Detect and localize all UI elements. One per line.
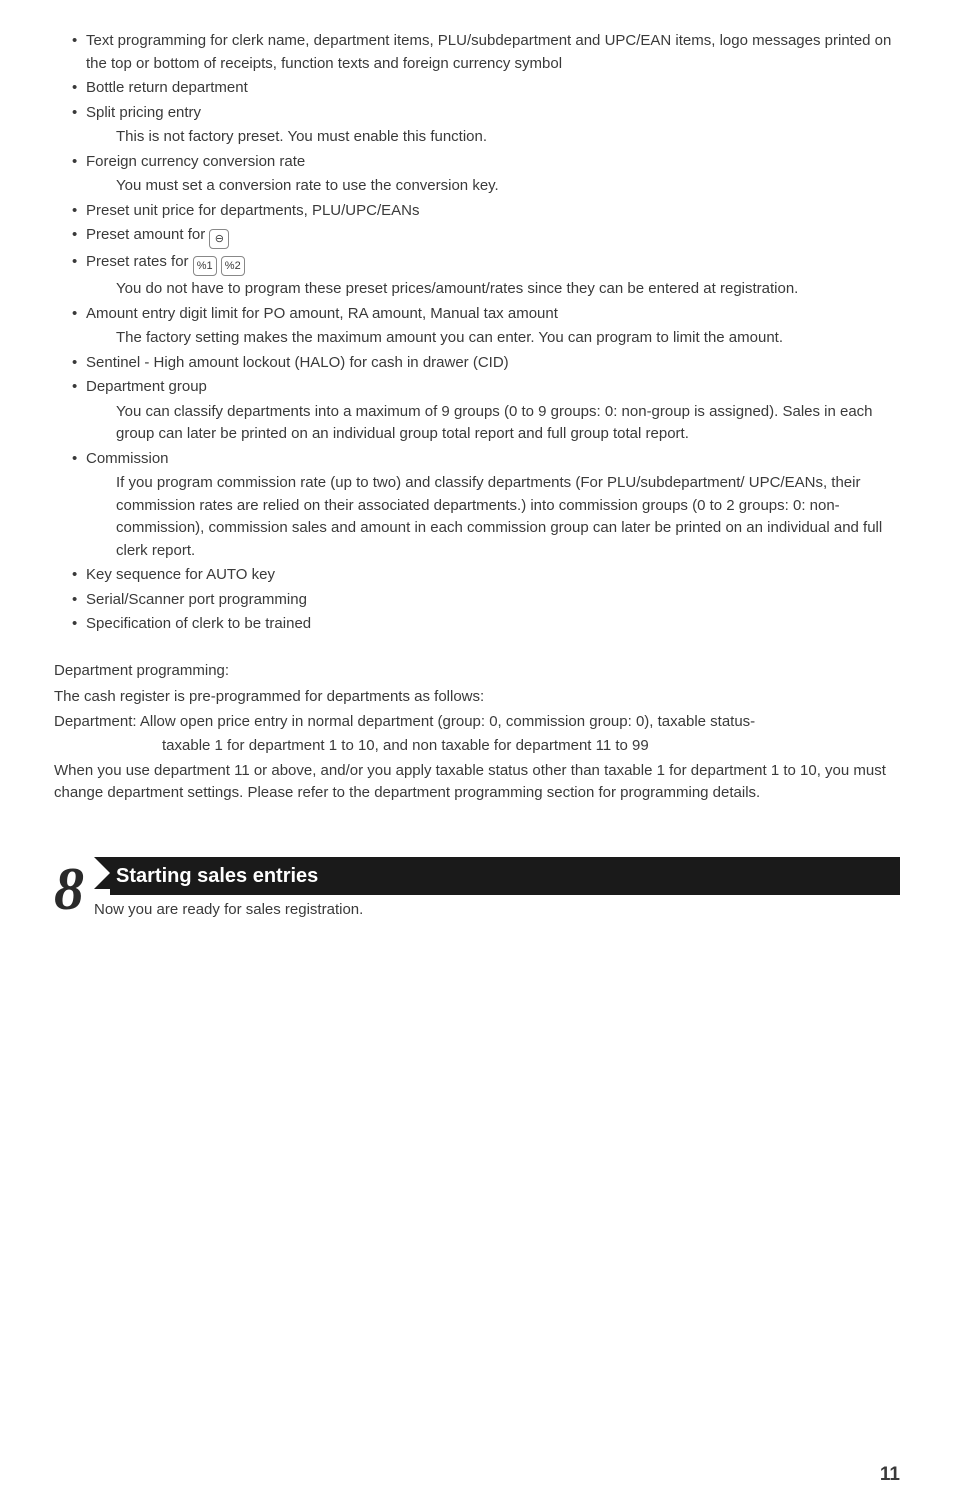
feature-bullet-list: Sentinel - High amount lockout (HALO) fo…	[54, 352, 900, 399]
department-programming-block: Department programming: The cash registe…	[54, 660, 900, 805]
list-item: Sentinel - High amount lockout (HALO) fo…	[72, 352, 900, 375]
list-item: Preset rates for %1 %2	[72, 251, 900, 276]
dept-line: When you use department 11 or above, and…	[54, 760, 900, 805]
bullet-text: Preset rates for	[86, 253, 193, 270]
sub-text: The factory setting makes the maximum am…	[54, 327, 900, 350]
list-item: Serial/Scanner port programming	[72, 589, 900, 612]
bullet-text: Preset unit price for departments, PLU/U…	[86, 202, 419, 219]
sub-text: You can classify departments into a maxi…	[54, 401, 900, 446]
page-number: 11	[54, 1461, 900, 1490]
bullet-text: Specification of clerk to be trained	[86, 615, 311, 632]
list-item: Specification of clerk to be trained	[72, 613, 900, 636]
sub-text: This is not factory preset. You must ena…	[54, 126, 900, 149]
section-8: 8 Starting sales entries Now you are rea…	[54, 857, 900, 922]
section-subtitle: Now you are ready for sales registration…	[94, 899, 900, 922]
feature-bullet-list: Text programming for clerk name, departm…	[54, 30, 900, 124]
bullet-text: Bottle return department	[86, 79, 248, 96]
list-item: Amount entry digit limit for PO amount, …	[72, 303, 900, 326]
sub-text: You must set a conversion rate to use th…	[54, 175, 900, 198]
feature-bullet-list: Commission	[54, 448, 900, 471]
feature-bullet-list: Key sequence for AUTO key Serial/Scanner…	[54, 564, 900, 636]
dept-heading: Department programming:	[54, 660, 900, 683]
bullet-text: Split pricing entry	[86, 104, 201, 121]
bullet-text: Key sequence for AUTO key	[86, 566, 275, 583]
bullet-text: Department group	[86, 378, 207, 395]
bullet-text: Serial/Scanner port programming	[86, 591, 307, 608]
section-number: 8	[54, 859, 82, 919]
sub-text: You do not have to program these preset …	[54, 278, 900, 301]
minus-key-icon: ⊖	[209, 229, 229, 249]
list-item: Foreign currency conversion rate	[72, 151, 900, 174]
bullet-text: Commission	[86, 450, 169, 467]
bullet-text: Text programming for clerk name, departm…	[86, 32, 891, 72]
list-item: Preset amount for ⊖	[72, 224, 900, 249]
dept-line: The cash register is pre-programmed for …	[54, 686, 900, 709]
banner-triangle-icon	[94, 857, 110, 889]
list-item: Commission	[72, 448, 900, 471]
dept-line: Department: Allow open price entry in no…	[54, 711, 900, 734]
feature-bullet-list: Preset unit price for departments, PLU/U…	[54, 200, 900, 277]
list-item: Key sequence for AUTO key	[72, 564, 900, 587]
bullet-text: Amount entry digit limit for PO amount, …	[86, 305, 558, 322]
feature-bullet-list: Amount entry digit limit for PO amount, …	[54, 303, 900, 326]
feature-bullet-list: Foreign currency conversion rate	[54, 151, 900, 174]
percent2-key-icon: %2	[221, 256, 245, 276]
section-title: Starting sales entries	[110, 857, 900, 895]
bullet-text: Foreign currency conversion rate	[86, 153, 305, 170]
list-item: Department group	[72, 376, 900, 399]
percent1-key-icon: %1	[193, 256, 217, 276]
list-item: Preset unit price for departments, PLU/U…	[72, 200, 900, 223]
bullet-text: Sentinel - High amount lockout (HALO) fo…	[86, 354, 509, 371]
dept-line-indent: taxable 1 for department 1 to 10, and no…	[54, 735, 900, 758]
list-item: Text programming for clerk name, departm…	[72, 30, 900, 75]
bullet-text: Preset amount for	[86, 226, 209, 243]
sub-text: If you program commission rate (up to tw…	[54, 472, 900, 562]
list-item: Split pricing entry	[72, 102, 900, 125]
list-item: Bottle return department	[72, 77, 900, 100]
